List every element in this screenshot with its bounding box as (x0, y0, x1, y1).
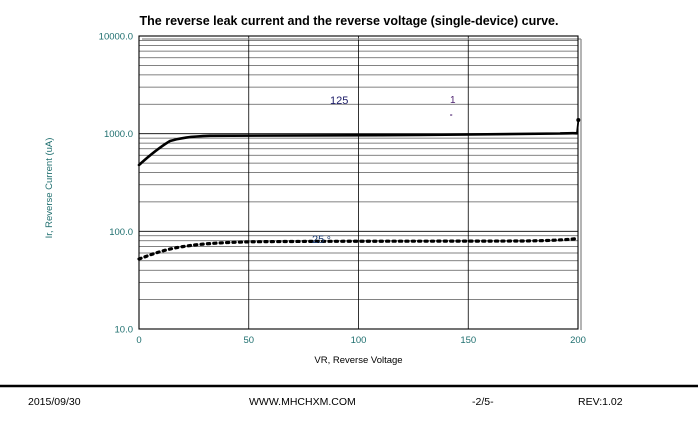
svg-text:150: 150 (460, 335, 476, 346)
svg-text:10.0: 10.0 (115, 325, 134, 336)
svg-text:100: 100 (351, 335, 367, 346)
svg-text:125: 125 (330, 95, 348, 107)
svg-text:1000.0: 1000.0 (104, 129, 133, 140)
svg-text:50: 50 (243, 335, 254, 346)
svg-text:∘: ∘ (326, 232, 332, 242)
svg-text:1: 1 (450, 95, 456, 106)
svg-text:∘: ∘ (449, 112, 453, 119)
svg-text:200: 200 (570, 335, 586, 346)
svg-text:25: 25 (312, 234, 324, 246)
svg-text:VR, Reverse Voltage: VR, Reverse Voltage (314, 355, 402, 366)
svg-text:0: 0 (136, 335, 141, 346)
svg-text:100.0: 100.0 (109, 227, 133, 238)
svg-text:Ir, Reverse Current (uA): Ir, Reverse Current (uA) (44, 138, 55, 239)
svg-text:10000.0: 10000.0 (99, 32, 133, 43)
